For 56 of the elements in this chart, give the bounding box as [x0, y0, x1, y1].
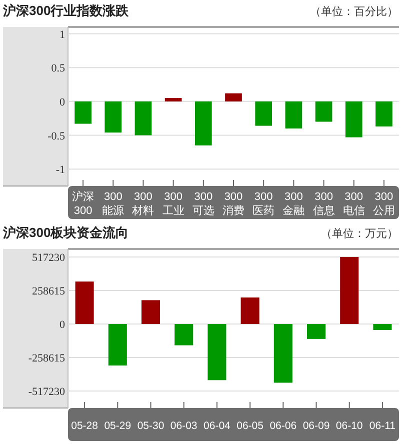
bar [164, 98, 182, 102]
bar [75, 282, 94, 324]
x-tick-label: 300信息 [312, 191, 335, 217]
bar [134, 101, 152, 136]
x-tick-label: 06-05 [236, 420, 264, 432]
x-tick-label: 05-29 [104, 420, 132, 432]
bar [174, 324, 194, 346]
x-tick-label: 300能源 [102, 191, 124, 217]
bar [274, 324, 292, 383]
bar [255, 101, 272, 126]
bar [225, 93, 242, 102]
x-tick-label: 沪深300 [72, 190, 94, 217]
y-tick-label: 258615 [32, 286, 66, 298]
x-tick-label: 300公用 [372, 191, 395, 217]
y-tick-label: 0 [60, 96, 66, 108]
bar [74, 101, 92, 124]
bar [285, 101, 302, 128]
bar [306, 324, 326, 339]
y-tick-label: 1 [60, 28, 65, 41]
bar [208, 324, 226, 380]
y-tick-label: 517230 [32, 252, 66, 264]
bar [194, 101, 212, 146]
y-tick-label: -517230 [28, 386, 66, 398]
x-tick-label: 300医药 [252, 191, 275, 217]
x-tick-label: 06-11 [369, 420, 396, 432]
chart-title: 沪深300板块资金流向 [2, 225, 129, 240]
x-tick-label: 06-03 [170, 420, 198, 432]
x-tick-label: 300金融 [282, 191, 305, 217]
x-tick-label: 05-30 [137, 420, 164, 432]
x-tick-label: 300可选 [192, 191, 214, 217]
y-tick-label: -1 [56, 164, 65, 176]
bar [141, 300, 160, 324]
x-tick-label: 06-10 [336, 420, 363, 432]
x-tick-label: 06-04 [204, 420, 231, 432]
y-tick-label: 0 [60, 319, 66, 332]
x-tick-label: 05-28 [71, 420, 98, 432]
x-tick-label: 300消费 [222, 191, 244, 217]
bar [345, 101, 362, 138]
chart-title: 沪深300行业指数涨跌 [2, 3, 130, 18]
x-tick-label: 300电信 [342, 191, 365, 217]
y-tick-label: -0.5 [48, 130, 66, 142]
bar [315, 101, 332, 122]
x-tick-label: 06-06 [270, 420, 297, 432]
chart-subtitle: （单位：百分比） [310, 5, 398, 18]
bar [376, 101, 392, 126]
bar [108, 324, 127, 366]
y-tick-label: -258615 [28, 352, 66, 365]
y-tick-label: 0.5 [51, 62, 66, 75]
bar [340, 257, 359, 324]
x-tick-label: 300工业 [162, 191, 184, 217]
bar [373, 324, 392, 330]
bar [240, 297, 260, 324]
bar [104, 101, 122, 133]
x-tick-label: 06-09 [302, 420, 330, 432]
x-tick-label: 300材料 [131, 191, 154, 217]
chart-subtitle: （单位：万元） [321, 227, 398, 240]
